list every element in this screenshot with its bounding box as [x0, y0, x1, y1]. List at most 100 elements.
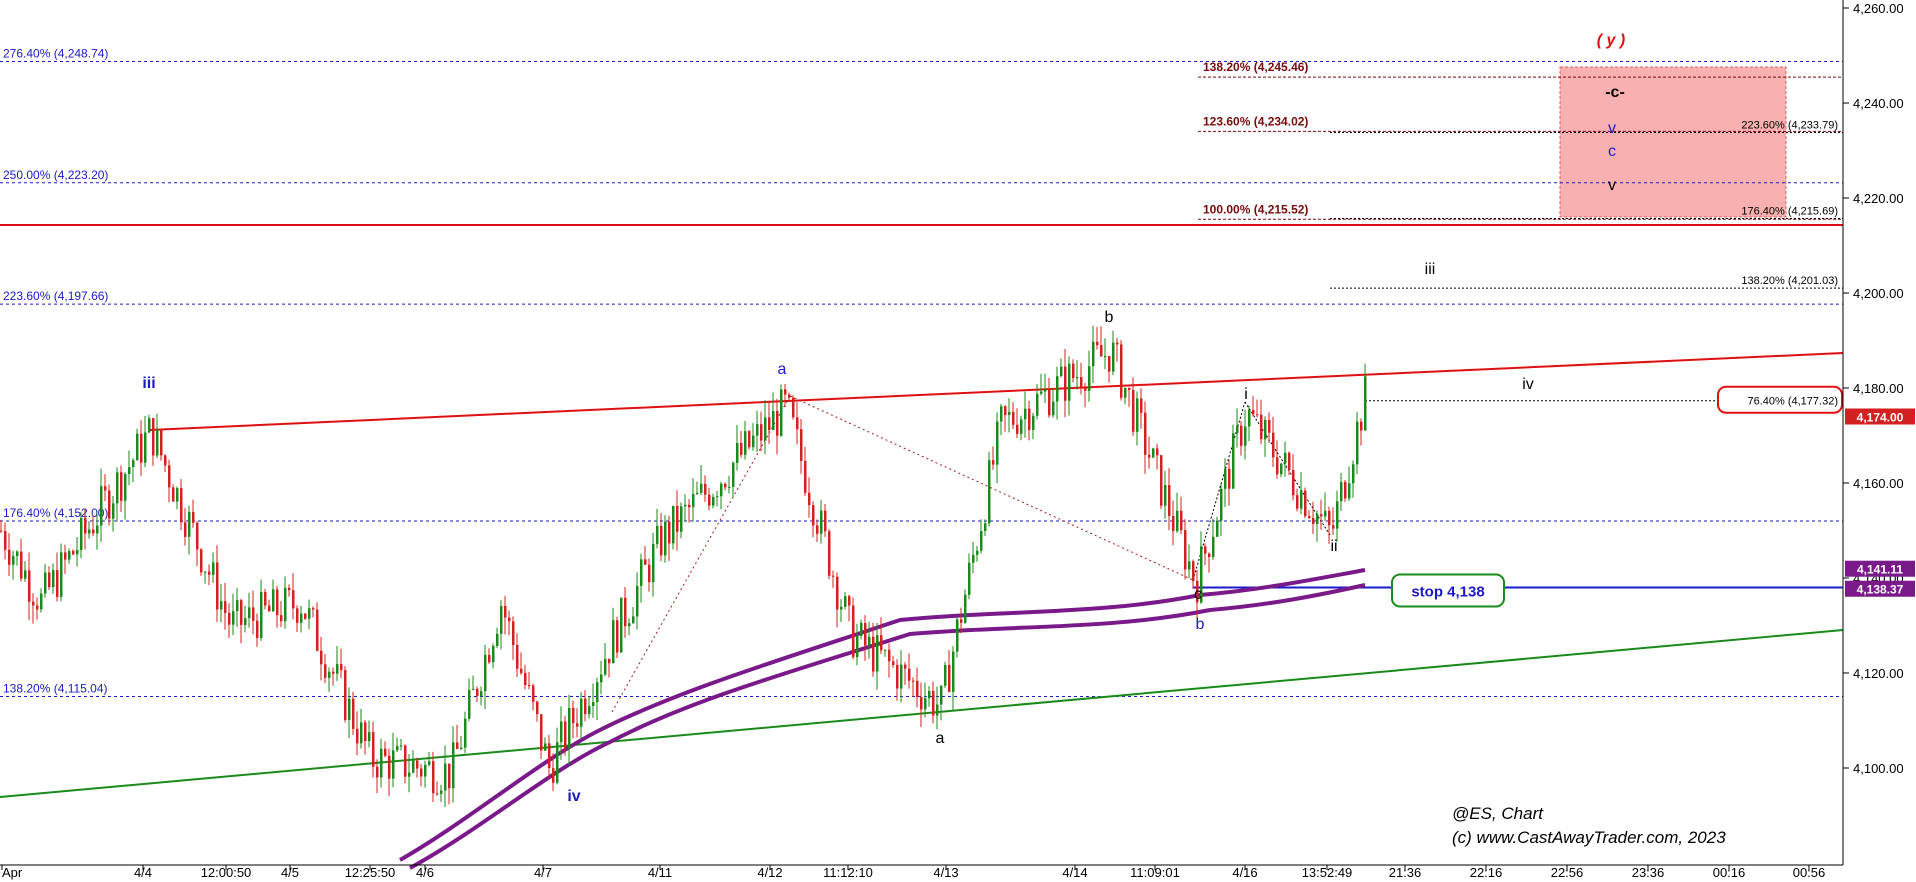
candle-body: [1260, 414, 1263, 440]
y-tick-label: 4,120.00: [1853, 666, 1904, 681]
candle-body: [972, 554, 975, 563]
candle-body: [248, 607, 251, 619]
wave-label: v: [1608, 177, 1616, 194]
candle-body: [1032, 415, 1035, 431]
candle-body: [96, 525, 99, 534]
candle-body: [328, 671, 331, 678]
candle-body: [164, 455, 167, 466]
candle-body: [516, 644, 519, 669]
candle-body: [1184, 530, 1187, 570]
x-tick-label: 4/14: [1062, 865, 1087, 880]
candle-body: [172, 487, 175, 502]
candle-body: [1136, 398, 1139, 432]
candle-body: [836, 576, 839, 610]
candle-body: [112, 503, 115, 519]
candle-body: [996, 421, 999, 465]
candle-body: [468, 689, 471, 719]
candle-body: [1196, 580, 1199, 603]
candle-body: [916, 680, 919, 698]
candle-body: [788, 394, 791, 398]
dotted-rise-line: [611, 395, 791, 713]
candle-body: [540, 714, 543, 751]
candle-body: [984, 523, 987, 531]
moving-average-1: [399, 568, 1366, 862]
candle-body: [568, 708, 571, 749]
candle-body: [80, 517, 83, 550]
candle-body: [512, 621, 515, 645]
candle-body: [556, 742, 559, 783]
fib-label-left: 250.00% (4,223.20): [3, 168, 108, 182]
price-tag: [1845, 580, 1915, 597]
candle-body: [1224, 468, 1227, 489]
candle-body: [668, 521, 671, 544]
candle-body: [296, 608, 299, 623]
candle-body: [1016, 424, 1019, 434]
price-tag-label: 4,174.00: [1857, 411, 1904, 425]
wave-label: iv: [567, 788, 580, 805]
candle-body: [460, 747, 463, 749]
candle-body: [352, 698, 355, 729]
candle-body: [672, 505, 675, 544]
y-tick-label: 4,220.00: [1853, 191, 1904, 206]
candle-body: [292, 590, 295, 609]
candle-body: [316, 609, 319, 651]
candle-body: [848, 596, 851, 606]
candle-body: [824, 510, 827, 532]
candle-body: [716, 496, 719, 498]
candle-body: [592, 702, 595, 707]
candle-body: [288, 587, 291, 591]
candle-body: [1328, 510, 1331, 526]
candle-body: [176, 488, 179, 502]
candle-body: [1120, 344, 1123, 398]
x-tick-label: 4/11: [648, 865, 672, 880]
candle-body: [936, 704, 939, 716]
candle-body: [1028, 408, 1031, 431]
candle-body: [724, 483, 727, 488]
candle-body: [1300, 490, 1303, 509]
candle-body: [1036, 393, 1039, 416]
candle-body: [1156, 448, 1159, 456]
candle-body: [36, 605, 39, 610]
wave-label: b: [1196, 616, 1205, 633]
candle-body: [600, 674, 603, 683]
candle-body: [0, 530, 3, 532]
candle-body: [832, 575, 835, 577]
candle-body: [1232, 433, 1235, 489]
candle-body: [692, 494, 695, 508]
candle-body: [1060, 366, 1063, 377]
candle-body: [1144, 412, 1147, 455]
candle-body: [220, 601, 223, 610]
candle-body: [644, 559, 647, 565]
candle-body: [308, 608, 311, 619]
candle-body: [108, 490, 111, 519]
candle-body: [68, 550, 71, 560]
candle-body: [720, 483, 723, 497]
x-tick-label: 4/6: [416, 865, 434, 880]
candle-body: [1044, 389, 1047, 392]
candle-body: [1024, 408, 1027, 420]
candle-body: [804, 460, 807, 493]
wave-label: c: [1608, 143, 1616, 160]
candle-body: [508, 617, 511, 622]
candle-body: [872, 636, 875, 672]
x-tick-label: 00:56: [1793, 865, 1826, 880]
x-tick-label: 4/4: [134, 865, 152, 880]
candle-body: [1056, 376, 1059, 402]
candle-body: [780, 389, 783, 436]
candle-body: [256, 620, 259, 638]
x-tick-label: 22:16: [1470, 865, 1503, 880]
candle-body: [796, 417, 799, 430]
candle-body: [1216, 520, 1219, 537]
copyright-label: (c) www.CastAwayTrader.com, 2023: [1452, 828, 1726, 847]
fib-label-small: 138.20% (4,201.03): [1741, 275, 1838, 287]
candle-body: [144, 432, 147, 463]
candle-body: [1020, 419, 1023, 434]
candle-body: [304, 613, 307, 619]
candle-body: [1236, 425, 1239, 434]
candle-body: [180, 488, 183, 523]
candle-body: [128, 467, 131, 474]
x-tick-label: 4/5: [281, 865, 299, 880]
candle-body: [4, 530, 7, 550]
candle-body: [1276, 457, 1279, 475]
